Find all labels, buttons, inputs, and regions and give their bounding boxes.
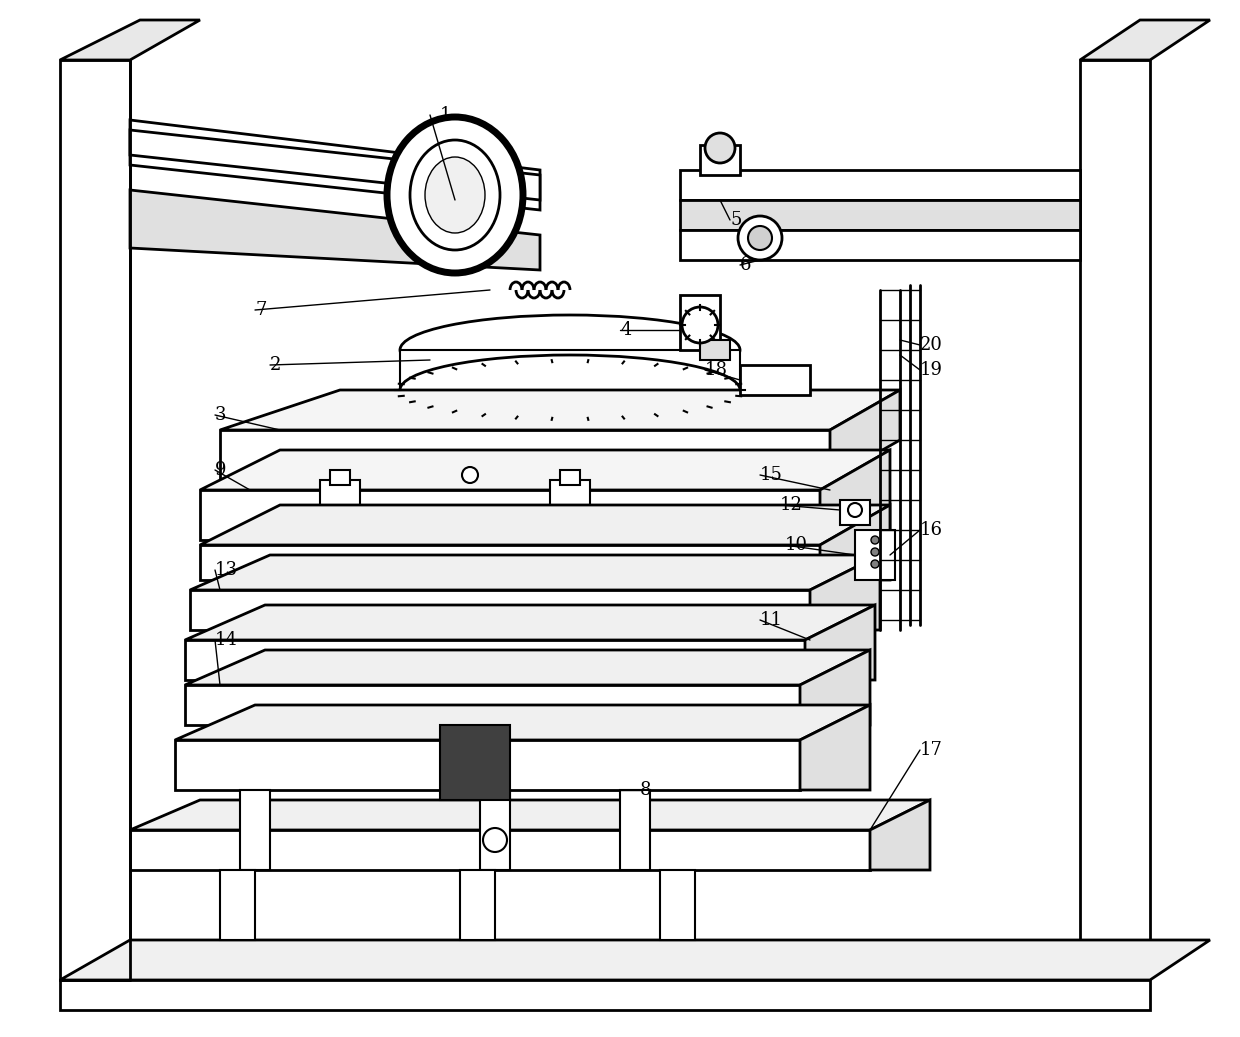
Text: 16: 16 <box>920 521 942 539</box>
Text: 2: 2 <box>270 356 281 374</box>
Text: 4: 4 <box>620 321 631 339</box>
Polygon shape <box>680 230 1080 260</box>
Polygon shape <box>200 545 820 580</box>
Ellipse shape <box>401 315 740 385</box>
Polygon shape <box>1080 20 1210 60</box>
Polygon shape <box>810 555 880 630</box>
Polygon shape <box>130 830 870 870</box>
Polygon shape <box>830 390 900 480</box>
Polygon shape <box>130 130 539 200</box>
Text: 18: 18 <box>706 361 728 379</box>
Polygon shape <box>190 590 810 630</box>
Circle shape <box>463 467 477 483</box>
Text: 14: 14 <box>215 630 238 649</box>
Polygon shape <box>185 605 875 640</box>
Ellipse shape <box>425 157 485 233</box>
Text: 17: 17 <box>920 741 942 759</box>
Polygon shape <box>620 790 650 870</box>
Polygon shape <box>560 470 580 485</box>
Polygon shape <box>175 705 870 740</box>
Text: 1: 1 <box>440 106 451 124</box>
Polygon shape <box>440 725 510 800</box>
Polygon shape <box>680 170 1080 200</box>
Polygon shape <box>800 650 870 725</box>
Polygon shape <box>200 491 820 540</box>
Circle shape <box>682 307 718 343</box>
Polygon shape <box>219 390 900 430</box>
Text: 3: 3 <box>215 407 227 424</box>
Text: 11: 11 <box>760 611 782 629</box>
Text: 20: 20 <box>920 336 942 354</box>
Polygon shape <box>320 480 360 510</box>
Circle shape <box>748 226 773 250</box>
Polygon shape <box>190 555 880 590</box>
Ellipse shape <box>410 140 500 250</box>
Polygon shape <box>185 640 805 680</box>
Text: 5: 5 <box>730 211 742 229</box>
Text: 6: 6 <box>740 256 751 274</box>
Polygon shape <box>330 470 350 485</box>
Text: 8: 8 <box>640 781 651 798</box>
Ellipse shape <box>401 355 740 425</box>
Circle shape <box>870 536 879 544</box>
Polygon shape <box>130 190 539 270</box>
Polygon shape <box>701 145 740 175</box>
Text: 9: 9 <box>215 461 227 479</box>
Polygon shape <box>130 800 930 830</box>
Circle shape <box>848 503 862 517</box>
Polygon shape <box>241 790 270 870</box>
Polygon shape <box>219 430 830 480</box>
Polygon shape <box>60 20 200 60</box>
Polygon shape <box>701 340 730 360</box>
Polygon shape <box>185 650 870 685</box>
Text: 10: 10 <box>785 536 808 554</box>
Text: 13: 13 <box>215 561 238 579</box>
Polygon shape <box>185 685 800 725</box>
Text: 15: 15 <box>760 466 782 484</box>
Polygon shape <box>820 505 890 580</box>
Circle shape <box>738 216 782 260</box>
Polygon shape <box>130 120 539 211</box>
Polygon shape <box>60 940 1210 980</box>
Polygon shape <box>175 740 800 790</box>
Circle shape <box>870 548 879 556</box>
Polygon shape <box>60 60 130 980</box>
Polygon shape <box>660 870 694 940</box>
Text: 12: 12 <box>780 496 802 514</box>
Polygon shape <box>200 505 890 545</box>
Polygon shape <box>800 705 870 790</box>
Circle shape <box>484 828 507 852</box>
Polygon shape <box>460 870 495 940</box>
Text: 19: 19 <box>920 361 942 379</box>
Circle shape <box>706 133 735 163</box>
Polygon shape <box>870 800 930 870</box>
Polygon shape <box>1080 60 1149 950</box>
Polygon shape <box>200 450 890 491</box>
Text: 7: 7 <box>255 301 267 319</box>
Ellipse shape <box>387 117 523 273</box>
Polygon shape <box>805 605 875 680</box>
Polygon shape <box>740 365 810 395</box>
Polygon shape <box>856 530 895 580</box>
Polygon shape <box>219 870 255 940</box>
Polygon shape <box>820 450 890 540</box>
Polygon shape <box>480 790 510 870</box>
Polygon shape <box>551 480 590 510</box>
Circle shape <box>870 560 879 568</box>
Polygon shape <box>680 200 1080 230</box>
Polygon shape <box>680 295 720 351</box>
Polygon shape <box>401 351 740 390</box>
Polygon shape <box>60 980 1149 1010</box>
Polygon shape <box>839 500 870 525</box>
